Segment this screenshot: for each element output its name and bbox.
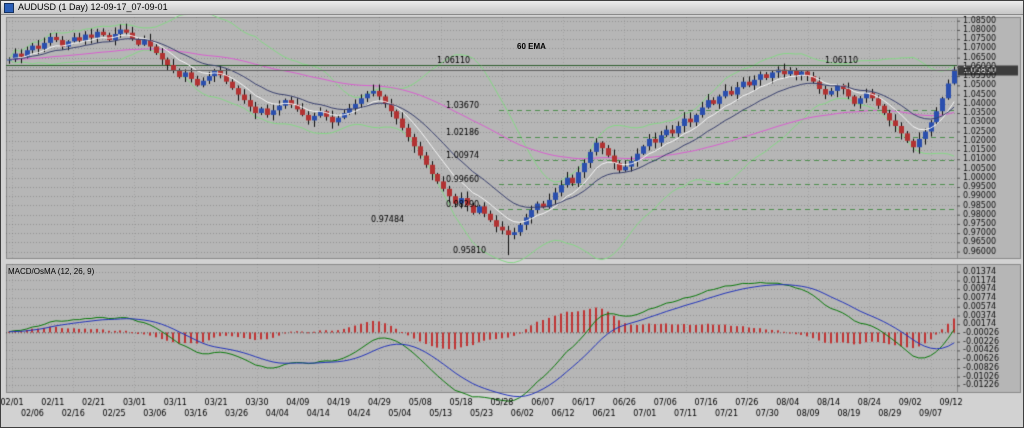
chart-window-title: AUDUSD (1 Day) 12-09-17_07-09-01 (18, 2, 168, 12)
macd-indicator-label: MACD/OsMA (12, 26, 9) (8, 267, 95, 276)
ema-annotation-label: 60 EMA (517, 42, 546, 51)
chart-title-bar[interactable]: AUDUSD (1 Day) 12-09-17_07-09-01 (1, 1, 1023, 15)
chart-window-icon (4, 2, 14, 13)
